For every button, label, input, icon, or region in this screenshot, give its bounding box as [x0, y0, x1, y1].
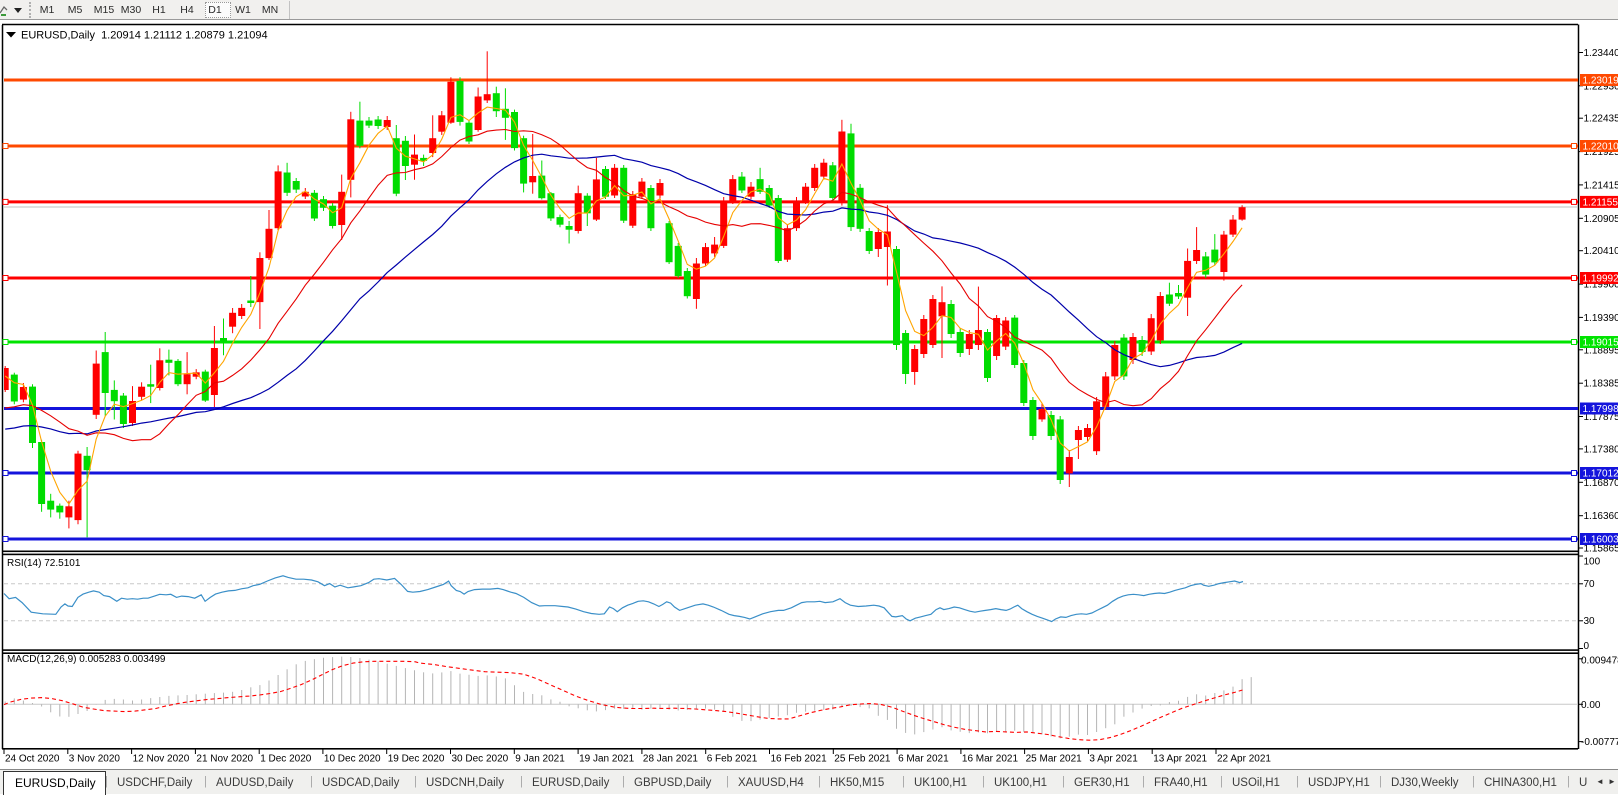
svg-text:28 Jan 2021: 28 Jan 2021 [643, 754, 698, 765]
svg-text:-0.00777: -0.00777 [1581, 737, 1618, 748]
svg-text:1.17998: 1.17998 [1583, 404, 1618, 415]
svg-text:30: 30 [1584, 616, 1596, 627]
svg-text:13 Apr 2021: 13 Apr 2021 [1153, 754, 1207, 765]
svg-text:1.22010: 1.22010 [1583, 142, 1618, 153]
svg-text:1.21155: 1.21155 [1583, 197, 1618, 208]
svg-text:100: 100 [1584, 557, 1601, 568]
svg-text:1.16003: 1.16003 [1583, 535, 1618, 546]
svg-text:3 Nov 2020: 3 Nov 2020 [69, 754, 121, 765]
svg-text:3 Apr 2021: 3 Apr 2021 [1089, 754, 1138, 765]
svg-text:30 Dec 2020: 30 Dec 2020 [452, 754, 509, 765]
svg-text:1.16360: 1.16360 [1584, 511, 1618, 522]
svg-text:1.23019: 1.23019 [1583, 76, 1618, 87]
svg-text:MACD(12,26,9) 0.005283 0.00349: MACD(12,26,9) 0.005283 0.003499 [7, 654, 166, 665]
svg-text:1.22435: 1.22435 [1584, 114, 1618, 125]
svg-text:9 Jan 2021: 9 Jan 2021 [515, 754, 565, 765]
svg-text:EURUSD,Daily 1.20914 1.21112: EURUSD,Daily 1.20914 1.21112 1.20879 1.2… [21, 30, 268, 42]
svg-text:1.19390: 1.19390 [1584, 313, 1618, 324]
svg-text:1.23440: 1.23440 [1584, 48, 1618, 59]
svg-text:70: 70 [1584, 579, 1596, 590]
svg-text:1.18385: 1.18385 [1584, 379, 1618, 390]
svg-text:25 Mar 2021: 25 Mar 2021 [1026, 754, 1083, 765]
svg-text:19 Dec 2020: 19 Dec 2020 [388, 754, 445, 765]
svg-text:1.17012: 1.17012 [1583, 469, 1618, 480]
svg-text:16 Feb 2021: 16 Feb 2021 [771, 754, 828, 765]
svg-text:24 Oct 2020: 24 Oct 2020 [5, 754, 60, 765]
svg-text:1.21415: 1.21415 [1584, 180, 1618, 191]
svg-text:1 Dec 2020: 1 Dec 2020 [260, 754, 312, 765]
svg-text:19 Jan 2021: 19 Jan 2021 [579, 754, 634, 765]
svg-text:1.17380: 1.17380 [1584, 444, 1618, 455]
svg-text:16 Mar 2021: 16 Mar 2021 [962, 754, 1019, 765]
svg-text:0.009478: 0.009478 [1581, 656, 1618, 667]
svg-text:21 Nov 2020: 21 Nov 2020 [196, 754, 253, 765]
svg-text:22 Apr 2021: 22 Apr 2021 [1217, 754, 1271, 765]
svg-text:6 Mar 2021: 6 Mar 2021 [898, 754, 949, 765]
svg-text:RSI(14) 72.5101: RSI(14) 72.5101 [7, 558, 81, 569]
svg-text:6 Feb 2021: 6 Feb 2021 [707, 754, 758, 765]
svg-text:10 Dec 2020: 10 Dec 2020 [324, 754, 381, 765]
svg-text:0: 0 [1584, 641, 1590, 652]
svg-text:1.19015: 1.19015 [1583, 338, 1618, 349]
svg-text:25 Feb 2021: 25 Feb 2021 [834, 754, 891, 765]
svg-text:1.20905: 1.20905 [1584, 214, 1618, 225]
svg-text:1.19992: 1.19992 [1583, 274, 1618, 285]
svg-text:0.00: 0.00 [1581, 700, 1601, 711]
svg-text:12 Nov 2020: 12 Nov 2020 [133, 754, 190, 765]
svg-text:1.20410: 1.20410 [1584, 246, 1618, 257]
